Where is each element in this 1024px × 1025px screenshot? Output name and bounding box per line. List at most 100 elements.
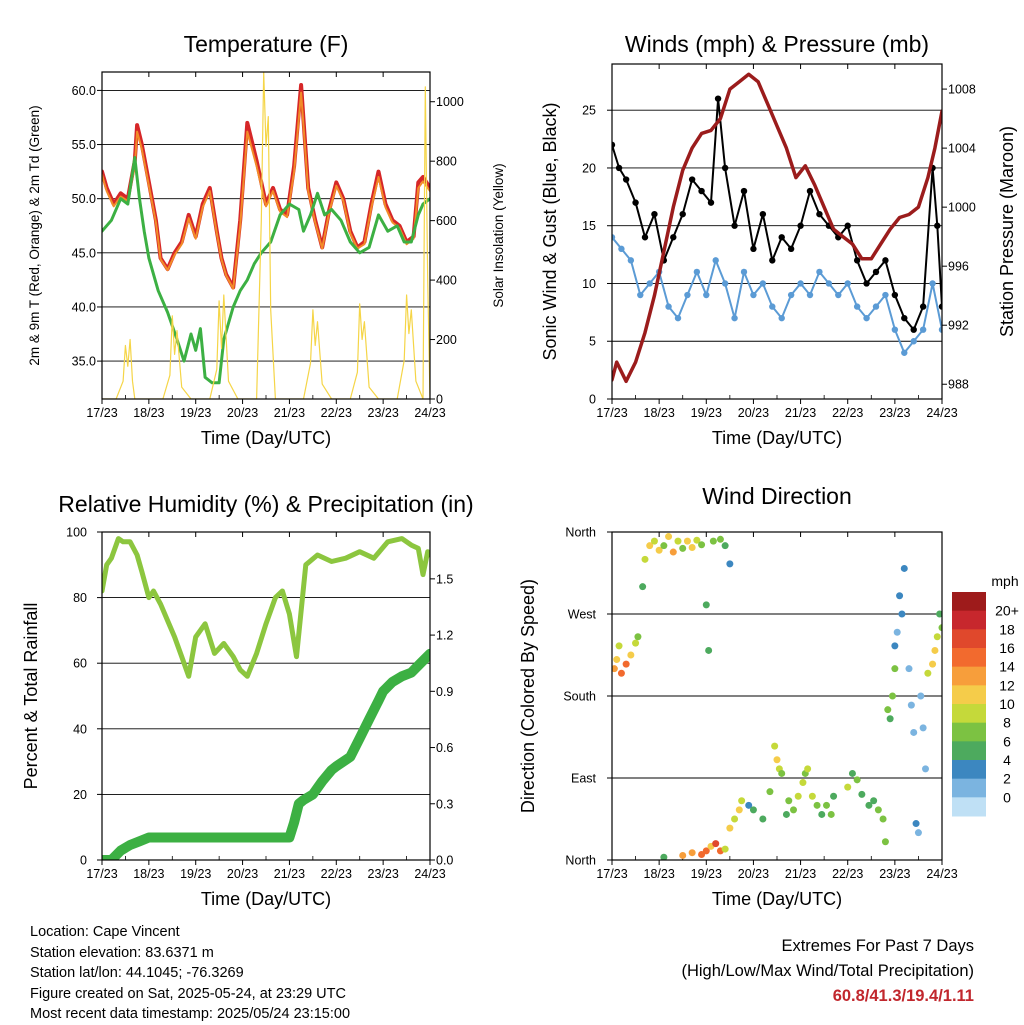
chart3-point (818, 810, 826, 818)
chart3-colorbar-label: 8 (1003, 715, 1011, 731)
chart2-ytick-label: 40 (73, 722, 87, 736)
chart2-xtick-label: 23/23 (368, 867, 399, 881)
chart3-ylabel-left: Direction (Colored By Speed) (518, 579, 538, 813)
chart3-point (693, 536, 701, 544)
chart2-xtick-label: 22/23 (321, 867, 352, 881)
chart2-ytick-label: 0 (80, 854, 87, 868)
chart2-xtick-label: 24/23 (414, 867, 445, 881)
chart0-frame (101, 71, 431, 400)
chart3-point (919, 724, 927, 732)
chart3-point (891, 665, 899, 673)
chart2-ytick-right-label: 0.9 (436, 685, 453, 699)
chart3-point (886, 715, 894, 723)
chart3-point (794, 792, 802, 800)
timestamp-text: Most recent data timestamp: 2025/05/24 2… (30, 1006, 351, 1022)
chart3-colorbar-swatch (952, 704, 986, 724)
chart3-colorbar-label: 18 (999, 621, 1015, 637)
chart2-ytick-right-label: 0.3 (436, 797, 453, 811)
chart1-ytick-right-label: 1008 (948, 83, 976, 97)
chart2-series-1-line (102, 648, 430, 860)
chart3-point (917, 692, 925, 700)
chart2-xtick-label: 20/23 (227, 867, 258, 881)
chart3-point (669, 548, 677, 556)
chart1-ytick-label: 10 (582, 277, 596, 291)
chart3-xtick-label: 21/23 (785, 867, 816, 881)
chart0-ytick-right-label: 0 (436, 393, 443, 407)
chart0-xtick-label: 20/23 (227, 406, 258, 420)
chart3-point (808, 792, 816, 800)
chart3-colorbar-title: mph (991, 573, 1018, 589)
chart3-point (613, 656, 621, 664)
chart3-point (759, 815, 767, 823)
chart3-point (634, 633, 642, 641)
chart3-point (627, 651, 635, 659)
chart3-ytick-label: East (571, 772, 597, 786)
chart2-xtick-label: 19/23 (180, 867, 211, 881)
chart1-xtick-label: 17/23 (596, 406, 627, 420)
chart3-point (782, 810, 790, 818)
chart3-point (683, 537, 691, 545)
chart3-point (823, 801, 830, 809)
chart0-xtick-label: 21/23 (274, 406, 305, 420)
chart0-xlabel: Time (Day/UTC) (201, 428, 331, 448)
chart3-point (716, 535, 724, 543)
chart1-title: Winds (mph) & Pressure (mb) (625, 31, 929, 57)
chart2-ylabel-left: Percent & Total Rainfall (21, 603, 41, 790)
chart3-point (745, 801, 753, 809)
chart1-plot-area (612, 72, 942, 384)
chart3-point (844, 783, 852, 791)
chart3-xtick-label: 20/23 (738, 867, 769, 881)
chart3-point (879, 815, 887, 823)
chart1-ytick-label: 15 (582, 219, 596, 233)
chart3-point (870, 797, 878, 805)
chart3-colorbar-swatch (952, 741, 986, 761)
chart3-xtick-label: 22/23 (832, 867, 863, 881)
chart3-point (936, 610, 942, 618)
chart3-point (709, 537, 717, 545)
chart3-colorbar-label: 2 (1003, 771, 1011, 787)
chart3-point (929, 660, 937, 668)
chart3-colorbar-swatch (952, 666, 986, 686)
chart3-point (827, 810, 835, 818)
chart3-ytick-label: South (563, 690, 596, 704)
chart3-point (910, 728, 918, 736)
chart3-point (665, 533, 673, 541)
chart1-ytick-right-label: 1000 (948, 201, 976, 215)
chart1-ytick-label: 5 (589, 335, 596, 349)
chart3-point (712, 840, 720, 848)
chart3-point (933, 633, 941, 641)
chart3-colorbar-swatch (952, 629, 986, 649)
chart3-ytick-label: North (565, 854, 596, 868)
chart1-ytick-right-label: 992 (948, 319, 969, 333)
chart3-point (804, 765, 812, 773)
chart3-colorbar-swatch (952, 760, 986, 780)
chart1-xtick-label: 21/23 (785, 406, 816, 420)
chart3-point (702, 847, 710, 855)
chart1-ylabel-left: Sonic Wind & Gust (Blue, Black) (540, 102, 560, 360)
chart3-point (617, 669, 625, 677)
chart0-xtick-label: 19/23 (180, 406, 211, 420)
chart1-ytick-label: 0 (589, 393, 596, 407)
chart1-series-2-line (612, 72, 942, 384)
chart0-ytick-right-label: 1000 (436, 95, 464, 109)
chart3-point (749, 806, 757, 814)
chart0-ytick-right-label: 200 (436, 333, 457, 347)
chart3-xtick-label: 19/23 (691, 867, 722, 881)
chart1-frame (611, 63, 943, 400)
chart1-ytick-right-label: 996 (948, 260, 969, 274)
latlon-text: Station lat/lon: 44.1045; -76.3269 (30, 965, 244, 981)
chart3-point (766, 788, 774, 796)
chart0-ytick-label: 45.0 (72, 246, 96, 260)
chart3-ytick-label: North (565, 526, 596, 540)
chart0-series-2-line (102, 156, 430, 385)
chart3-point (698, 541, 706, 549)
chart3-point (813, 801, 821, 809)
chart3-point (735, 806, 743, 814)
chart3-colorbar-swatch (952, 610, 986, 630)
chart2-ytick-label: 60 (73, 657, 87, 671)
chart3-colorbar-label: 14 (999, 659, 1015, 675)
chart2-plot-area (102, 536, 430, 860)
chart3-colorbar-swatch (952, 722, 986, 742)
elevation-text: Station elevation: 83.6371 m (30, 944, 214, 961)
chart3-point (931, 646, 939, 654)
